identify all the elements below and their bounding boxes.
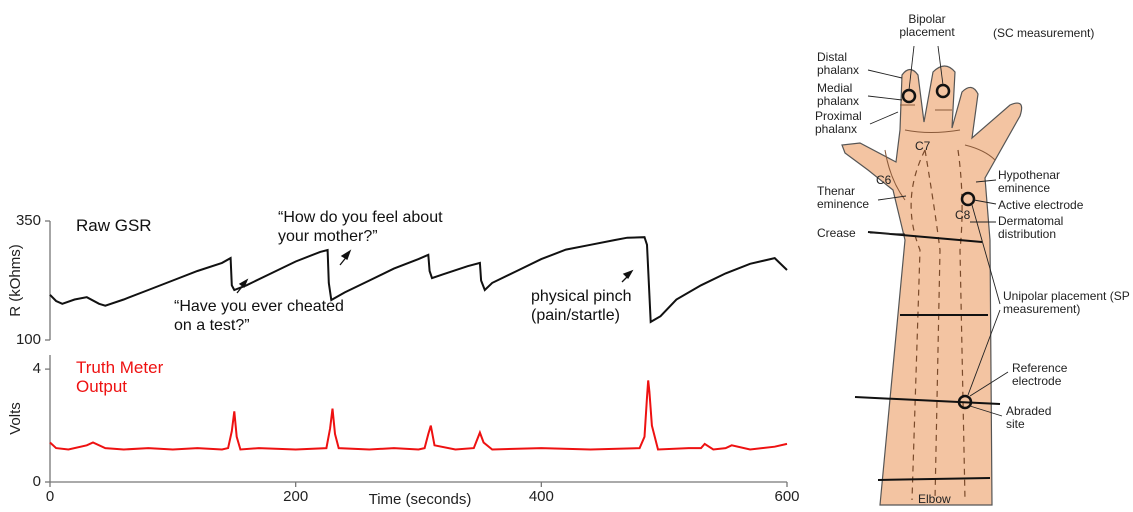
annotation: “How do you feel about your mother?” — [278, 208, 458, 246]
diagram-label: Dermatomal distribution — [998, 215, 1088, 241]
diagram-label: Abraded site — [1006, 405, 1056, 431]
diagram-label: Medial phalanx — [817, 82, 867, 108]
y-tick-label: 100 — [16, 331, 41, 348]
data-line — [50, 237, 787, 322]
y-tick-label: 350 — [16, 212, 41, 229]
diagram-label: Proximal phalanx — [815, 110, 870, 136]
x-tick-label: 200 — [283, 488, 308, 505]
chart-title: Raw GSR — [76, 216, 152, 235]
diagram-label: Bipolar placement — [897, 13, 957, 39]
diagram-label: Hypothenar eminence — [998, 169, 1078, 195]
diagram-label: Distal phalanx — [817, 51, 867, 77]
y-tick-label: 4 — [33, 360, 41, 377]
annotation: physical pinch (pain/startle) — [531, 287, 641, 325]
x-tick-label: 400 — [529, 488, 554, 505]
diagram-label: Elbow — [918, 493, 951, 506]
diagram-label: Active electrode — [998, 199, 1083, 212]
annotation: “Have you ever cheated on a test?” — [174, 297, 364, 335]
x-axis-label: Time (seconds) — [369, 491, 472, 508]
chart-canvas: 100 350 R (kOhms) 0 4 0 200 400 600 Time (seconds… — [0, 0, 1133, 512]
diagram-label: Unipolar placement (SP measurement) — [1003, 290, 1133, 316]
diagram-label: Crease — [817, 227, 856, 240]
diagram-label: Reference electrode — [1012, 362, 1082, 388]
chart-title: Truth Meter Output — [76, 358, 171, 396]
figure: 100 350 R (kOhms) 0 4 0 200 400 600 Time (seconds… — [0, 0, 1133, 512]
y-axis-label: R (kOhms) — [7, 244, 24, 317]
x-tick-label: 600 — [774, 488, 799, 505]
diagram-label: C7 — [915, 140, 930, 153]
y-axis-label: Volts — [7, 402, 24, 435]
diagram-label: Thenar eminence — [817, 185, 882, 211]
diagram-label: C8 — [955, 209, 970, 222]
y-tick-label: 0 — [33, 473, 41, 490]
x-tick-label: 0 — [46, 488, 54, 505]
diagram-label: (SC measurement) — [993, 27, 1094, 40]
